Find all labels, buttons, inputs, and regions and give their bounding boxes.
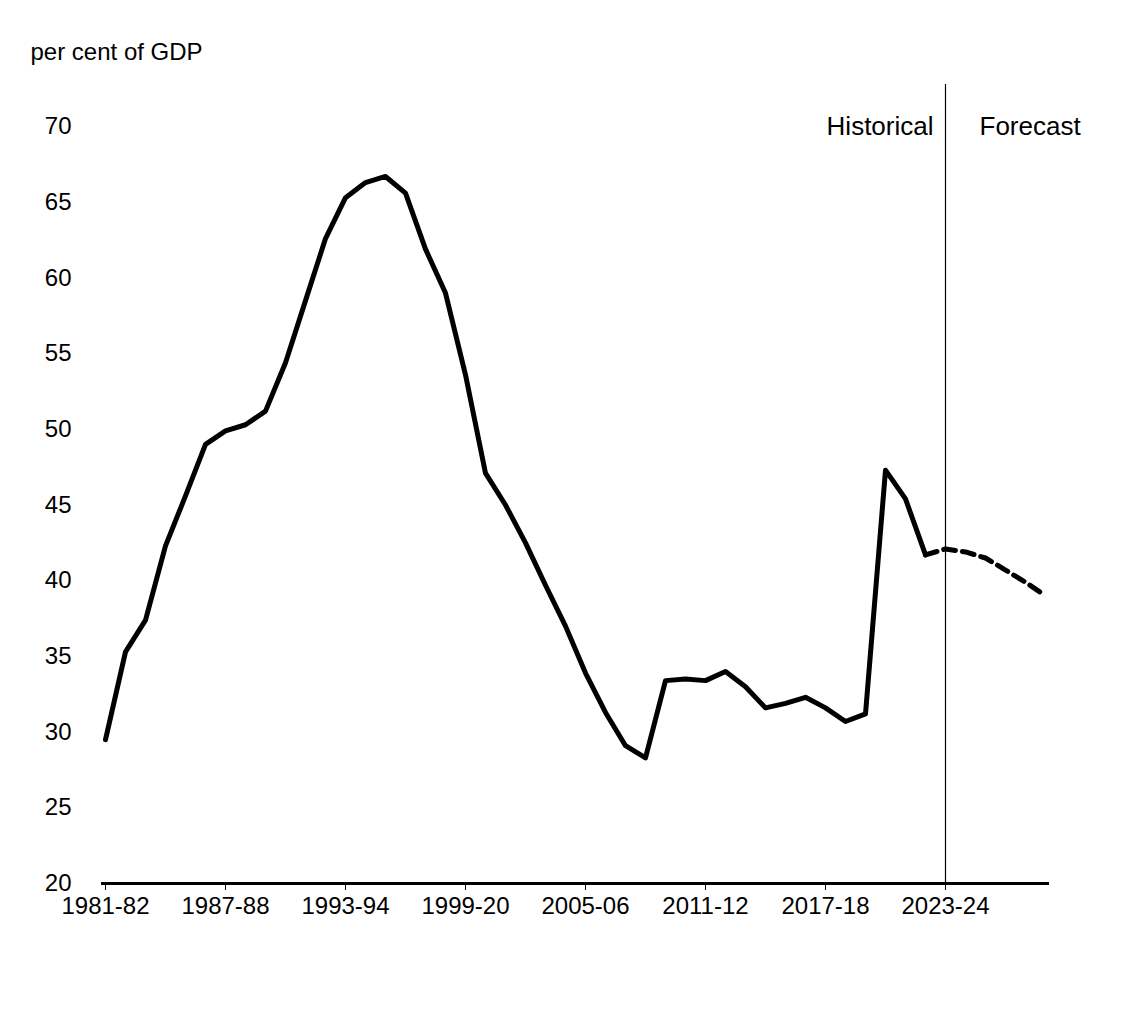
svg-text:Forecast: Forecast: [980, 111, 1082, 141]
svg-text:20: 20: [44, 869, 72, 897]
svg-text:35: 35: [45, 642, 72, 669]
svg-text:per cent of GDP: per cent of GDP: [31, 38, 203, 65]
svg-text:2011-12: 2011-12: [662, 892, 748, 919]
svg-text:30: 30: [45, 718, 72, 745]
svg-text:70: 70: [45, 112, 72, 139]
svg-text:55: 55: [45, 339, 72, 366]
svg-text:65: 65: [45, 188, 72, 215]
svg-text:1999-20: 1999-20: [421, 892, 509, 919]
svg-text:1993-94: 1993-94: [301, 892, 389, 919]
svg-text:40: 40: [45, 566, 72, 593]
svg-text:2023-24: 2023-24: [901, 892, 989, 919]
svg-text:2005-06: 2005-06: [541, 892, 629, 919]
svg-text:45: 45: [45, 491, 72, 518]
svg-text:1987-88: 1987-88: [181, 892, 269, 919]
svg-text:1981-82: 1981-82: [61, 892, 149, 919]
svg-text:2017-18: 2017-18: [781, 892, 869, 919]
svg-text:Historical: Historical: [827, 111, 934, 141]
svg-text:50: 50: [45, 415, 72, 442]
svg-text:25: 25: [45, 793, 72, 820]
svg-text:60: 60: [45, 264, 72, 291]
